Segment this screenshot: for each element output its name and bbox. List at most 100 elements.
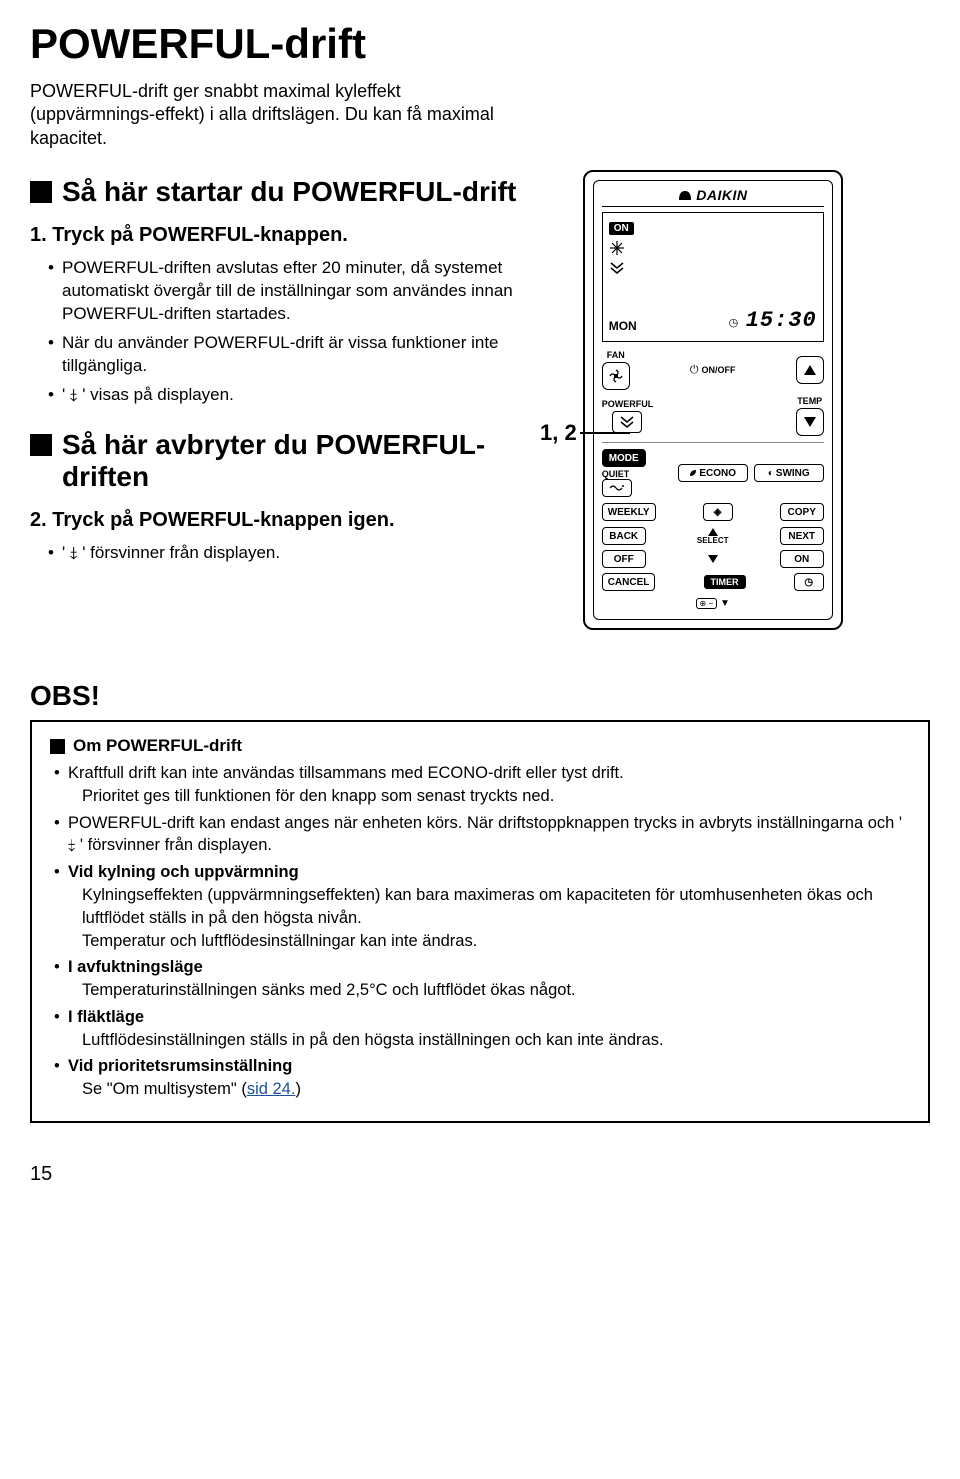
econo-label: ECONO [699,468,736,479]
swing-icon: ◐ [768,468,774,479]
page-link[interactable]: sid 24. [247,1080,296,1098]
temp-up-button[interactable] [796,356,824,384]
lcd-time: 15:30 [746,308,817,333]
obs-bold: I fläktläge [68,1008,144,1026]
lcd-time-group: ◷ 15:30 [729,308,817,333]
intro-text: POWERFUL-drift ger snabbt maximal kyleff… [30,80,510,150]
temp-col: TEMP [796,396,824,436]
select-up-button[interactable] [708,528,718,536]
lcd-screen: ON MON ◷ 15:30 [602,212,824,342]
obs-item: I fläktläge Luftflödesinställningen stäl… [54,1006,910,1052]
cancel-timer-row: CANCEL TIMER ◷ [602,573,824,591]
obs-bold: Vid prioritetsrumsinställning [68,1057,292,1075]
obs-item: Vid kylning och uppvärmning Kylningseffe… [54,861,910,952]
obs-subtitle: Om POWERFUL-drift [73,736,242,756]
right-column: 1, 2 DAIKIN ON MON [540,170,880,630]
swing-button[interactable]: ◐ SWING [754,464,824,482]
powerful-button[interactable] [612,411,642,433]
section1-heading: Så här startar du POWERFUL-drift [30,176,530,208]
lcd-on-indicator: ON [609,222,634,235]
obs-bold: I avfuktningsläge [68,958,203,976]
section1-bullet: ' ⤈ ' visas på displayen. [48,384,530,407]
select-label: SELECT [697,536,729,545]
powerful-col: POWERFUL [602,399,654,433]
obs-title: OBS! [30,680,930,712]
select-down-button[interactable] [708,555,718,563]
step2-num: 2. [30,509,47,531]
section2-heading-text: Så här avbryter du POWERFUL-driften [62,429,530,493]
section1-bullets: POWERFUL-driften avslutas efter 20 minut… [30,257,530,407]
temp-label: TEMP [797,396,822,406]
step1: 1. Tryck på POWERFUL-knappen. [30,224,530,247]
mode-grid: MODE QUIET ECONO ◐ [602,449,824,497]
obs-link-post: ) [295,1080,301,1098]
on-button[interactable]: ON [780,550,824,568]
powerful-label: POWERFUL [602,399,654,409]
page-number: 15 [30,1163,930,1186]
select-col: SELECT [697,528,729,545]
obs-text: Kylningseffekten (uppvärmningseffekten) … [68,884,910,930]
brand-label: DAIKIN [602,187,824,207]
square-bullet-icon [30,181,52,203]
mode-section: MODE QUIET ECONO ◐ [602,442,824,609]
quiet-icon [609,483,625,493]
obs-link-line: Se "Om multisystem" (sid 24.) [68,1078,910,1101]
down-icon: ▼ [720,598,730,609]
fan-button[interactable] [602,362,630,390]
callout-text: 1, 2 [540,420,577,445]
lcd-bottom-row: MON ◷ 15:30 [609,308,817,333]
section2-heading: Så här avbryter du POWERFUL-driften [30,429,530,493]
timer-label: TIMER [704,575,746,589]
step2: 2. Tryck på POWERFUL-knappen igen. [30,509,530,532]
obs-text: Temperatur och luftflödesinställningar k… [68,930,910,953]
program-button[interactable]: ◈ [703,503,733,521]
step2-text: Tryck på POWERFUL-knappen igen. [52,509,394,531]
obs-item: Vid prioritetsrumsinställning Se "Om mul… [54,1055,910,1101]
off-button[interactable]: OFF [602,550,646,568]
cancel-button[interactable]: CANCEL [602,573,656,591]
weekly-row: WEEKLY ◈ COPY [602,503,824,521]
square-bullet-icon [50,739,65,754]
remote-footer: ⊕ − ▼ [602,595,824,609]
off-on-row: OFF ON [602,550,824,568]
page-title: POWERFUL-drift [30,20,930,68]
remote-inner: DAIKIN ON MON ◷ 15:30 [593,180,833,620]
weekly-button[interactable]: WEEKLY [602,503,656,521]
back-button[interactable]: BACK [602,527,646,545]
mode-quiet-col: MODE QUIET [602,449,672,497]
temp-down-button[interactable] [796,408,824,436]
clock-button[interactable]: ◷ [794,573,824,591]
step1-text: Tryck på POWERFUL-knappen. [52,224,348,246]
back-next-row: BACK SELECT NEXT [602,527,824,545]
square-bullet-icon [30,434,52,456]
quiet-label: QUIET [602,469,672,479]
powerful-icon [609,261,625,275]
obs-box: Om POWERFUL-drift Kraftfull drift kan in… [30,720,930,1123]
arrow-down-icon [804,417,816,427]
fan-icon [608,368,624,384]
obs-item: I avfuktningsläge Temperaturinställninge… [54,956,910,1002]
arrow-up-icon [804,365,816,375]
power-icon: ⏻ [690,364,699,377]
lcd-mode-icons [609,240,817,280]
mode-button[interactable]: MODE [602,449,646,467]
onoff-label: ON/OFF [702,365,736,375]
quiet-button[interactable] [602,479,632,497]
obs-section: OBS! Om POWERFUL-drift Kraftfull drift k… [30,680,930,1123]
button-section: FAN ⏻ ON/OFF POWERFUL [602,350,824,609]
onoff-group: ⏻ ON/OFF [690,364,736,377]
lcd-day: MON [609,319,637,333]
brand-text: DAIKIN [696,187,747,203]
obs-text: POWERFUL-drift kan endast anges när enhe… [68,814,902,855]
econo-button[interactable]: ECONO [678,464,748,482]
copy-button[interactable]: COPY [780,503,824,521]
section1-bullet: När du använder POWERFUL-drift är vissa … [48,332,530,378]
next-button[interactable]: NEXT [780,527,824,545]
callout-line [580,432,630,434]
fan-label: FAN [607,350,625,360]
main-row: Så här startar du POWERFUL-drift 1. Tryc… [30,170,930,630]
section2-bullets: ' ⤈ ' försvinner från displayen. [30,542,530,565]
powerful-temp-row: POWERFUL TEMP [602,396,824,436]
section1-bullet: POWERFUL-driften avslutas efter 20 minut… [48,257,530,326]
remote-control: DAIKIN ON MON ◷ 15:30 [583,170,843,630]
